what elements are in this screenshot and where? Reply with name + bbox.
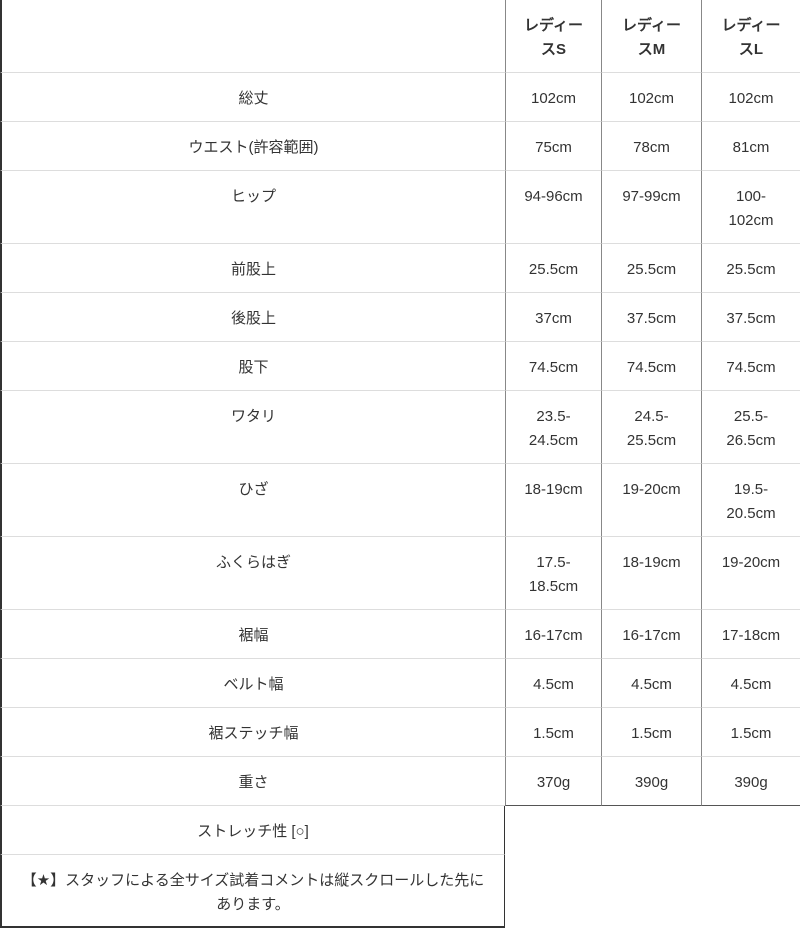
row-label: ヒップ: [0, 171, 505, 244]
header-size-cell: レディースS: [505, 0, 601, 73]
row-label: 後股上: [0, 293, 505, 342]
row-value: 4.5cm: [701, 659, 800, 708]
row-value: 102cm: [505, 73, 601, 122]
row-label: 裾ステッチ幅: [0, 708, 505, 757]
row-value: 37cm: [505, 293, 601, 342]
row-value: 25.5-26.5cm: [701, 391, 800, 464]
row-value: 37.5cm: [601, 293, 701, 342]
header-size-cell: レディースM: [601, 0, 701, 73]
row-label: ウエスト(許容範囲): [0, 122, 505, 171]
row-value: 1.5cm: [701, 708, 800, 757]
row-value: 17.5-18.5cm: [505, 537, 601, 610]
row-value: 18-19cm: [601, 537, 701, 610]
row-label: 総丈: [0, 73, 505, 122]
row-value: 19.5-20.5cm: [701, 464, 800, 537]
row-value: 17-18cm: [701, 610, 800, 659]
row-label: ワタリ: [0, 391, 505, 464]
row-label: 股下: [0, 342, 505, 391]
row-value: 74.5cm: [505, 342, 601, 391]
row-value: 75cm: [505, 122, 601, 171]
row-value: 100-102cm: [701, 171, 800, 244]
header-blank-cell: [0, 0, 505, 73]
row-value: 19-20cm: [601, 464, 701, 537]
row-value: 74.5cm: [601, 342, 701, 391]
row-value: 16-17cm: [601, 610, 701, 659]
row-value: 23.5-24.5cm: [505, 391, 601, 464]
row-label: 裾幅: [0, 610, 505, 659]
row-value: 74.5cm: [701, 342, 800, 391]
row-value: 102cm: [701, 73, 800, 122]
row-value: 78cm: [601, 122, 701, 171]
row-value: 25.5cm: [505, 244, 601, 293]
row-value: 1.5cm: [505, 708, 601, 757]
row-value: 37.5cm: [701, 293, 800, 342]
row-label: ベルト幅: [0, 659, 505, 708]
row-label: ふくらはぎ: [0, 537, 505, 610]
row-value: 97-99cm: [601, 171, 701, 244]
row-label: ひざ: [0, 464, 505, 537]
row-label: 重さ: [0, 757, 505, 806]
row-value: 25.5cm: [601, 244, 701, 293]
row-value: 370g: [505, 757, 601, 806]
header-size-cell: レディースL: [701, 0, 800, 73]
row-value: 19-20cm: [701, 537, 800, 610]
row-value: 4.5cm: [505, 659, 601, 708]
row-label: 前股上: [0, 244, 505, 293]
row-value: 94-96cm: [505, 171, 601, 244]
row-value: 18-19cm: [505, 464, 601, 537]
row-value: 102cm: [601, 73, 701, 122]
row-value: 390g: [601, 757, 701, 806]
row-value: 4.5cm: [601, 659, 701, 708]
row-value: 390g: [701, 757, 800, 806]
staff-comment-note: 【★】スタッフによる全サイズ試着コメントは縦スクロールした先にあります。: [0, 855, 505, 928]
row-value: 24.5-25.5cm: [601, 391, 701, 464]
row-value: 81cm: [701, 122, 800, 171]
row-value: 1.5cm: [601, 708, 701, 757]
row-value: 25.5cm: [701, 244, 800, 293]
stretch-note: ストレッチ性 [○]: [0, 806, 505, 855]
row-value: 16-17cm: [505, 610, 601, 659]
